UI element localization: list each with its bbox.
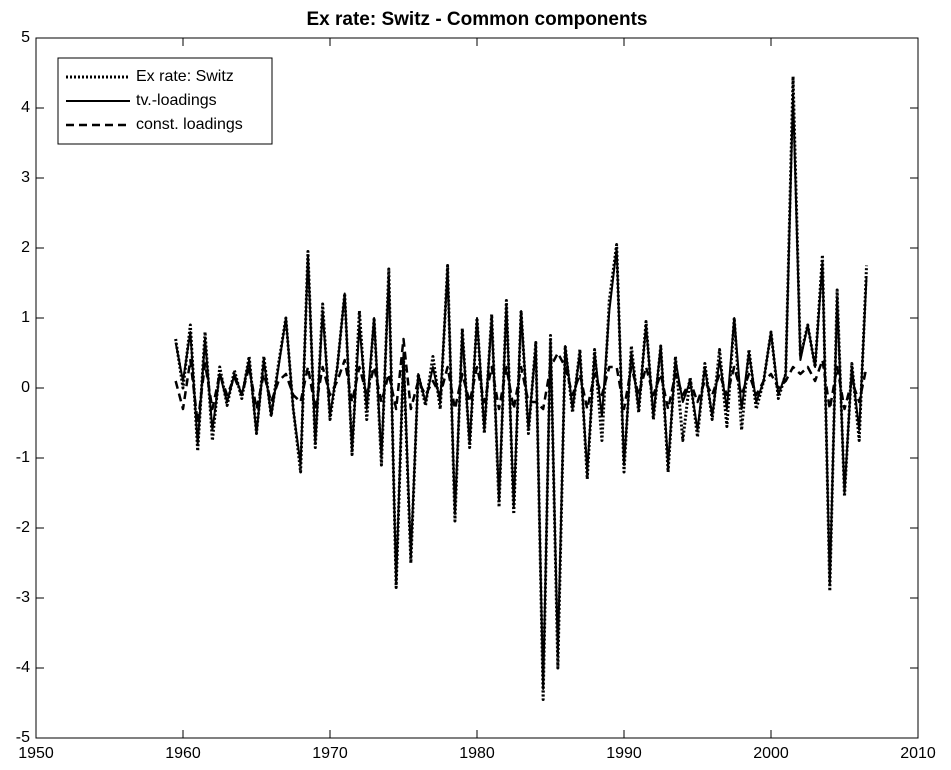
y-tick-label: -4 <box>16 659 30 676</box>
series-line <box>174 93 868 690</box>
legend-label: Ex rate: Switz <box>136 68 234 85</box>
y-tick-label: -1 <box>16 449 30 466</box>
legend-label: tv.-loadings <box>136 92 217 109</box>
x-tick-label: 2000 <box>753 745 789 762</box>
chart-title: Ex rate: Switz - Common components <box>307 9 648 30</box>
y-tick-label: -5 <box>16 729 30 746</box>
y-tick-label: 2 <box>21 239 30 256</box>
y-tick-label: -3 <box>16 589 30 606</box>
series-line <box>174 337 868 425</box>
x-tick-label: 1990 <box>606 745 642 762</box>
legend: Ex rate: Switz tv.-loadings const. loading… <box>57 57 273 145</box>
y-tick-label: 0 <box>21 379 30 396</box>
x-tick-label: 1950 <box>18 745 54 762</box>
series-line <box>174 75 869 701</box>
x-tick-label: 1960 <box>165 745 201 762</box>
y-tick-label: 4 <box>21 99 30 116</box>
legend-label: const. loadings <box>136 116 243 133</box>
y-tick-label: 1 <box>21 309 30 326</box>
x-tick-label: 1980 <box>459 745 495 762</box>
x-tick-label: 1970 <box>312 745 348 762</box>
y-tick-label: 5 <box>21 29 30 46</box>
y-tick-label: 3 <box>21 169 30 186</box>
x-tick-label: 2010 <box>900 745 936 762</box>
y-tick-label: -2 <box>16 519 30 536</box>
